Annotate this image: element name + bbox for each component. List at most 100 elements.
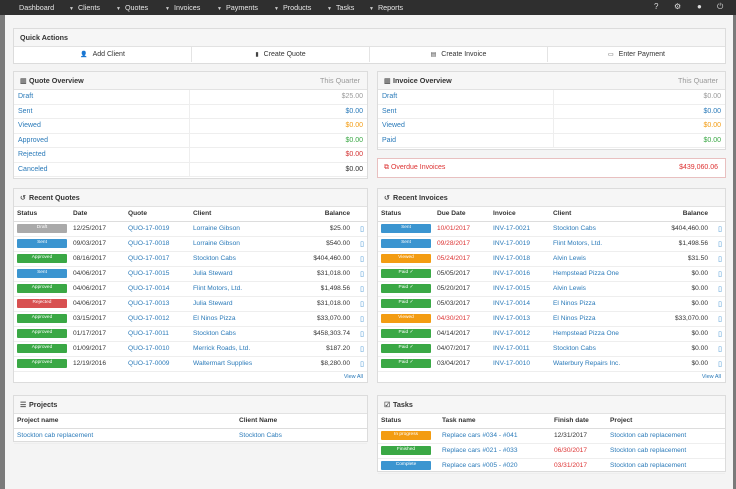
overview-row[interactable]: Paid $0.00	[378, 133, 725, 148]
client-link[interactable]: El Ninos Pizza	[553, 300, 596, 307]
document-number-link[interactable]: QUO-17-0010	[128, 345, 170, 352]
document-number-link[interactable]: INV-17-0016	[493, 270, 531, 277]
pdf-icon[interactable]: ▯	[718, 315, 722, 323]
pdf-icon[interactable]: ▯	[360, 315, 364, 323]
client-link[interactable]: Merrick Roads, Ltd.	[193, 345, 251, 352]
overview-status-link[interactable]: Draft	[18, 93, 34, 100]
nav-dashboard[interactable]: Dashboard	[19, 3, 55, 12]
nav-products[interactable]: ▼ Products	[274, 3, 312, 12]
client-link[interactable]: Julia Steward	[193, 270, 233, 277]
client-link[interactable]: Julia Steward	[193, 300, 233, 307]
document-number-link[interactable]: INV-17-0012	[493, 330, 531, 337]
task-link[interactable]: Replace cars #021 - #033	[442, 447, 518, 454]
table-row[interactable]: Paid ✓ 05/05/2017 INV-17-0016 Hempstead Piz…	[378, 266, 725, 282]
pdf-icon[interactable]: ▯	[360, 330, 364, 338]
table-row[interactable]: Sent 10/01/2017 INV-17-0021 Stockton Cabs $4…	[378, 221, 725, 237]
project-link[interactable]: Stockton cab replacement	[610, 447, 687, 454]
table-row[interactable]: Viewed 04/30/2017 INV-17-0013 El Ninos Pizz…	[378, 311, 725, 327]
power-icon[interactable]: ⏻	[717, 2, 724, 11]
enter-payment-button[interactable]: ▭ Enter Payment	[608, 51, 665, 58]
pdf-icon[interactable]: ▯	[360, 360, 364, 368]
table-row[interactable]: Paid ✓ 05/20/2017 INV-17-0015 Alvin Lewis $0…	[378, 281, 725, 297]
overview-status-link[interactable]: Viewed	[382, 122, 405, 129]
overview-status-link[interactable]: Sent	[382, 107, 397, 115]
create-quote-button[interactable]: ▮ Create Quote	[192, 47, 370, 62]
overview-status-link[interactable]: Canceled	[18, 165, 48, 173]
overview-status-link[interactable]: Rejected	[18, 151, 46, 158]
overview-row[interactable]: Draft $25.00	[14, 90, 367, 105]
table-row[interactable]: Sent 04/06/2017 QUO-17-0015 Julia Steward $3…	[14, 266, 367, 282]
document-number-link[interactable]: QUO-17-0017	[128, 255, 170, 262]
pdf-icon[interactable]: ▯	[718, 240, 722, 248]
table-row[interactable]: Paid ✓ 05/03/2017 INV-17-0014 El Ninos Pizz…	[378, 296, 725, 312]
document-number-link[interactable]: QUO-17-0013	[128, 300, 170, 307]
pdf-icon[interactable]: ▯	[718, 360, 722, 368]
table-row[interactable]: Sent 09/28/2017 INV-17-0019 Flint Motors, L…	[378, 236, 725, 252]
document-number-link[interactable]: INV-17-0011	[493, 345, 530, 352]
table-row[interactable]: Draft 12/25/2017 QUO-17-0019 Lorraine Gibso…	[14, 221, 367, 237]
overview-status-link[interactable]: Viewed	[18, 122, 41, 129]
document-number-link[interactable]: INV-17-0015	[493, 285, 531, 292]
table-row[interactable]: Approved 01/17/2017 QUO-17-0011 Stockton Ca…	[14, 326, 367, 342]
client-link[interactable]: Lorraine Gibson	[193, 225, 240, 232]
client-link[interactable]: Alvin Lewis	[553, 255, 586, 262]
settings-icon[interactable]: ⚙	[674, 2, 682, 11]
table-row[interactable]: Complete Replace cars #005 - #020 03/31/20…	[378, 458, 725, 474]
table-row[interactable]: Paid ✓ 04/14/2017 INV-17-0012 Hempstead Piz…	[378, 326, 725, 342]
add-client-button[interactable]: 👤 Add Client	[14, 47, 192, 62]
document-number-link[interactable]: QUO-17-0011	[128, 330, 169, 337]
overview-row[interactable]: Viewed $0.00	[378, 119, 725, 134]
client-link[interactable]: Hempstead Pizza One	[553, 270, 619, 277]
overview-status-link[interactable]: Draft	[382, 93, 398, 100]
client-link[interactable]: Stockton Cabs	[193, 330, 236, 337]
client-link[interactable]: El Ninos Pizza	[193, 315, 236, 322]
overview-row[interactable]: Canceled $0.00	[14, 162, 367, 177]
task-link[interactable]: Replace cars #034 - #041	[442, 432, 518, 439]
table-row[interactable]: Approved 12/19/2016 QUO-17-0009 Waltermart …	[14, 356, 367, 372]
overdue-invoices-panel[interactable]: ⧉ Overdue Invoices $439,060.06	[377, 158, 726, 178]
document-number-link[interactable]: QUO-17-0012	[128, 315, 170, 322]
overview-row[interactable]: Sent $0.00	[14, 104, 367, 119]
client-link[interactable]: Flint Motors, Ltd.	[193, 285, 243, 292]
nav-quotes[interactable]: ▼ Quotes	[116, 3, 149, 12]
client-link[interactable]: Waltermart Supplies	[193, 360, 253, 367]
table-row[interactable]: Approved 04/06/2017 QUO-17-0014 Flint Motor…	[14, 281, 367, 297]
client-link[interactable]: El Ninos Pizza	[553, 315, 596, 322]
pdf-icon[interactable]: ▯	[360, 240, 364, 248]
document-number-link[interactable]: INV-17-0013	[493, 315, 531, 322]
project-link[interactable]: Stockton cab replacement	[610, 462, 687, 469]
table-row[interactable]: Paid ✓ 04/07/2017 INV-17-0011 Stockton Cabs…	[378, 341, 725, 357]
document-number-link[interactable]: QUO-17-0014	[128, 285, 170, 292]
table-row[interactable]: Paid ✓ 03/04/2017 INV-17-0010 Waterbury Rep…	[378, 356, 725, 372]
table-row[interactable]: Finished Replace cars #021 - #033 06/30/20…	[378, 443, 725, 459]
pdf-icon[interactable]: ▯	[718, 255, 722, 263]
overview-row[interactable]: Approved $0.00	[14, 133, 367, 148]
pdf-icon[interactable]: ▯	[718, 345, 722, 353]
client-link[interactable]: Lorraine Gibson	[193, 240, 240, 247]
pdf-icon[interactable]: ▯	[360, 345, 364, 353]
pdf-icon[interactable]: ▯	[718, 300, 722, 308]
pdf-icon[interactable]: ▯	[718, 330, 722, 338]
client-link[interactable]: Stockton Cabs	[553, 225, 596, 232]
document-number-link[interactable]: INV-17-0018	[493, 255, 531, 262]
pdf-icon[interactable]: ▯	[360, 255, 364, 263]
table-row[interactable]: Approved 08/16/2017 QUO-17-0017 Stockton Ca…	[14, 251, 367, 267]
client-link[interactable]: Hempstead Pizza One	[553, 330, 619, 337]
table-row[interactable]: Approved 03/15/2017 QUO-17-0012 El Ninos Pi…	[14, 311, 367, 327]
view-all-quotes-link[interactable]: View All	[343, 374, 363, 380]
project-link[interactable]: Stockton cab replacement	[17, 432, 94, 439]
pdf-icon[interactable]: ▯	[718, 285, 722, 293]
document-number-link[interactable]: INV-17-0010	[493, 360, 531, 367]
table-row[interactable]: In progress Replace cars #034 - #041 12/31…	[378, 428, 725, 444]
nav-invoices[interactable]: ▼ Invoices	[165, 3, 201, 12]
project-link[interactable]: Stockton cab replacement	[610, 432, 687, 439]
overdue-invoices-label[interactable]: Overdue Invoices	[390, 164, 446, 171]
pdf-icon[interactable]: ▯	[360, 270, 364, 278]
overview-row[interactable]: Draft $0.00	[378, 90, 725, 105]
client-link[interactable]: Stockton Cabs	[193, 255, 236, 262]
table-row[interactable]: Sent 09/03/2017 QUO-17-0018 Lorraine Gibson…	[14, 236, 367, 252]
table-row[interactable]: Approved 01/09/2017 QUO-17-0010 Merrick Roa…	[14, 341, 367, 357]
overview-row[interactable]: Viewed $0.00	[14, 119, 367, 134]
document-number-link[interactable]: INV-17-0014	[493, 300, 531, 307]
create-invoice-button[interactable]: ▤ Create Invoice	[370, 47, 548, 62]
